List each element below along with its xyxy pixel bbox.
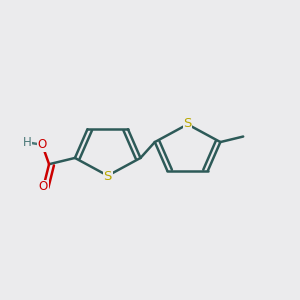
Text: S: S [183, 117, 192, 130]
Text: S: S [103, 170, 112, 183]
Text: O: O [38, 138, 47, 151]
Text: O: O [39, 180, 48, 193]
Text: H: H [23, 136, 32, 149]
